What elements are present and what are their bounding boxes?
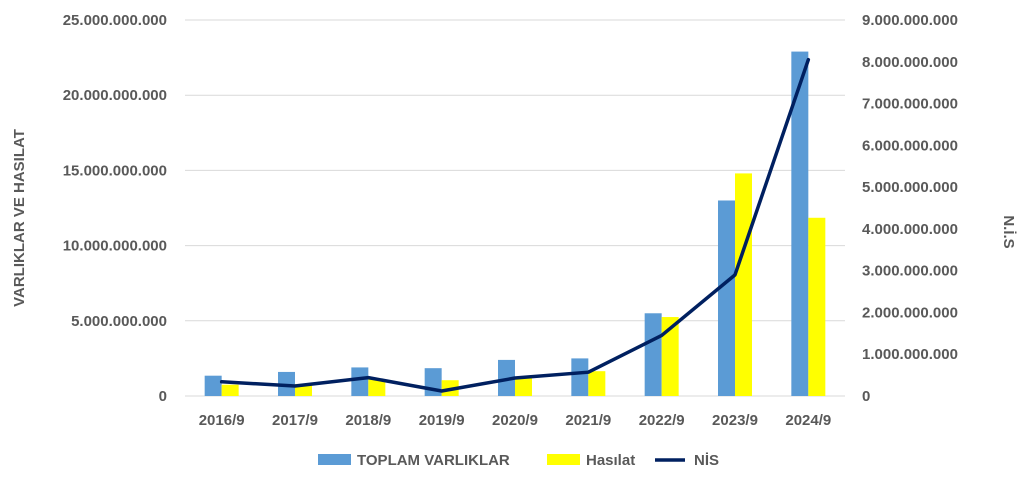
x-tick-label: 2018/9 (345, 412, 391, 429)
left-tick-label: 5.000.000.000 (71, 313, 167, 330)
bar-hasilat (808, 217, 826, 396)
x-tick-label: 2016/9 (199, 412, 245, 429)
legend-label: Hasılat (586, 452, 635, 469)
right-tick-label: 3.000.000.000 (862, 263, 958, 280)
x-tick-label: 2019/9 (419, 412, 465, 429)
x-axis-ticks: 2016/9 2017/9 2018/9 2019/9 2020/9 2021/9 2022… (199, 412, 832, 429)
bar-toplam-varliklar (571, 358, 589, 396)
left-tick-label: 20.000.000.000 (63, 87, 167, 104)
bars (204, 51, 826, 397)
right-tick-label: 1.000.000.000 (862, 346, 958, 363)
left-tick-label: 0 (159, 388, 167, 405)
legend-item: Hasılat (547, 452, 635, 469)
bar-hasilat (515, 377, 532, 396)
legend-label: TOPLAM VARLIKLAR (357, 452, 510, 469)
right-tick-label: 5.000.000.000 (862, 179, 958, 196)
bar-hasilat (368, 379, 386, 396)
bar-toplam-varliklar (204, 375, 222, 396)
x-tick-label: 2020/9 (492, 412, 538, 429)
legend-swatch (318, 454, 351, 465)
right-tick-label: 6.000.000.000 (862, 137, 958, 154)
bar-toplam-varliklar (718, 200, 735, 396)
x-tick-label: 2017/9 (272, 412, 318, 429)
legend-swatch (547, 454, 580, 465)
left-tick-label: 15.000.000.000 (63, 162, 167, 179)
bar-hasilat (661, 317, 679, 396)
line-series (219, 57, 811, 393)
x-tick-label: 2023/9 (712, 412, 758, 429)
right-tick-label: 9.000.000.000 (862, 12, 958, 29)
bar-toplam-varliklar (351, 367, 369, 396)
bar-toplam-varliklar (644, 313, 662, 396)
x-tick-label: 2022/9 (639, 412, 685, 429)
right-tick-label: 0 (862, 388, 870, 405)
legend-item: NİS (655, 452, 719, 469)
legend-item: TOPLAM VARLIKLAR (318, 452, 510, 469)
right-tick-label: 2.000.000.000 (862, 304, 958, 321)
right-tick-label: 4.000.000.000 (862, 221, 958, 238)
left-tick-label: 25.000.000.000 (63, 12, 167, 29)
right-tick-label: 8.000.000.000 (862, 54, 958, 71)
right-axis-ticks: 0 1.000.000.000 2.000.000.000 3.000.000.000… (862, 12, 958, 405)
left-axis-title: VARLIKLAR VE HASILAT (11, 129, 28, 307)
bar-hasilat (221, 384, 239, 396)
left-axis-ticks: 0 5.000.000.000 10.000.000.000 15.000.000.0… (63, 12, 167, 405)
left-tick-label: 10.000.000.000 (63, 238, 167, 255)
right-axis-title: N.İ.S (1000, 215, 1017, 248)
legend-label: NİS (694, 452, 719, 469)
bar-toplam-varliklar (791, 51, 809, 397)
x-tick-label: 2021/9 (565, 412, 611, 429)
bar-hasilat (588, 371, 606, 396)
bar-hasilat (735, 173, 752, 396)
right-tick-label: 7.000.000.000 (862, 96, 958, 113)
legend: TOPLAM VARLIKLAR Hasılat NİS (318, 452, 719, 469)
x-tick-label: 2024/9 (785, 412, 831, 429)
